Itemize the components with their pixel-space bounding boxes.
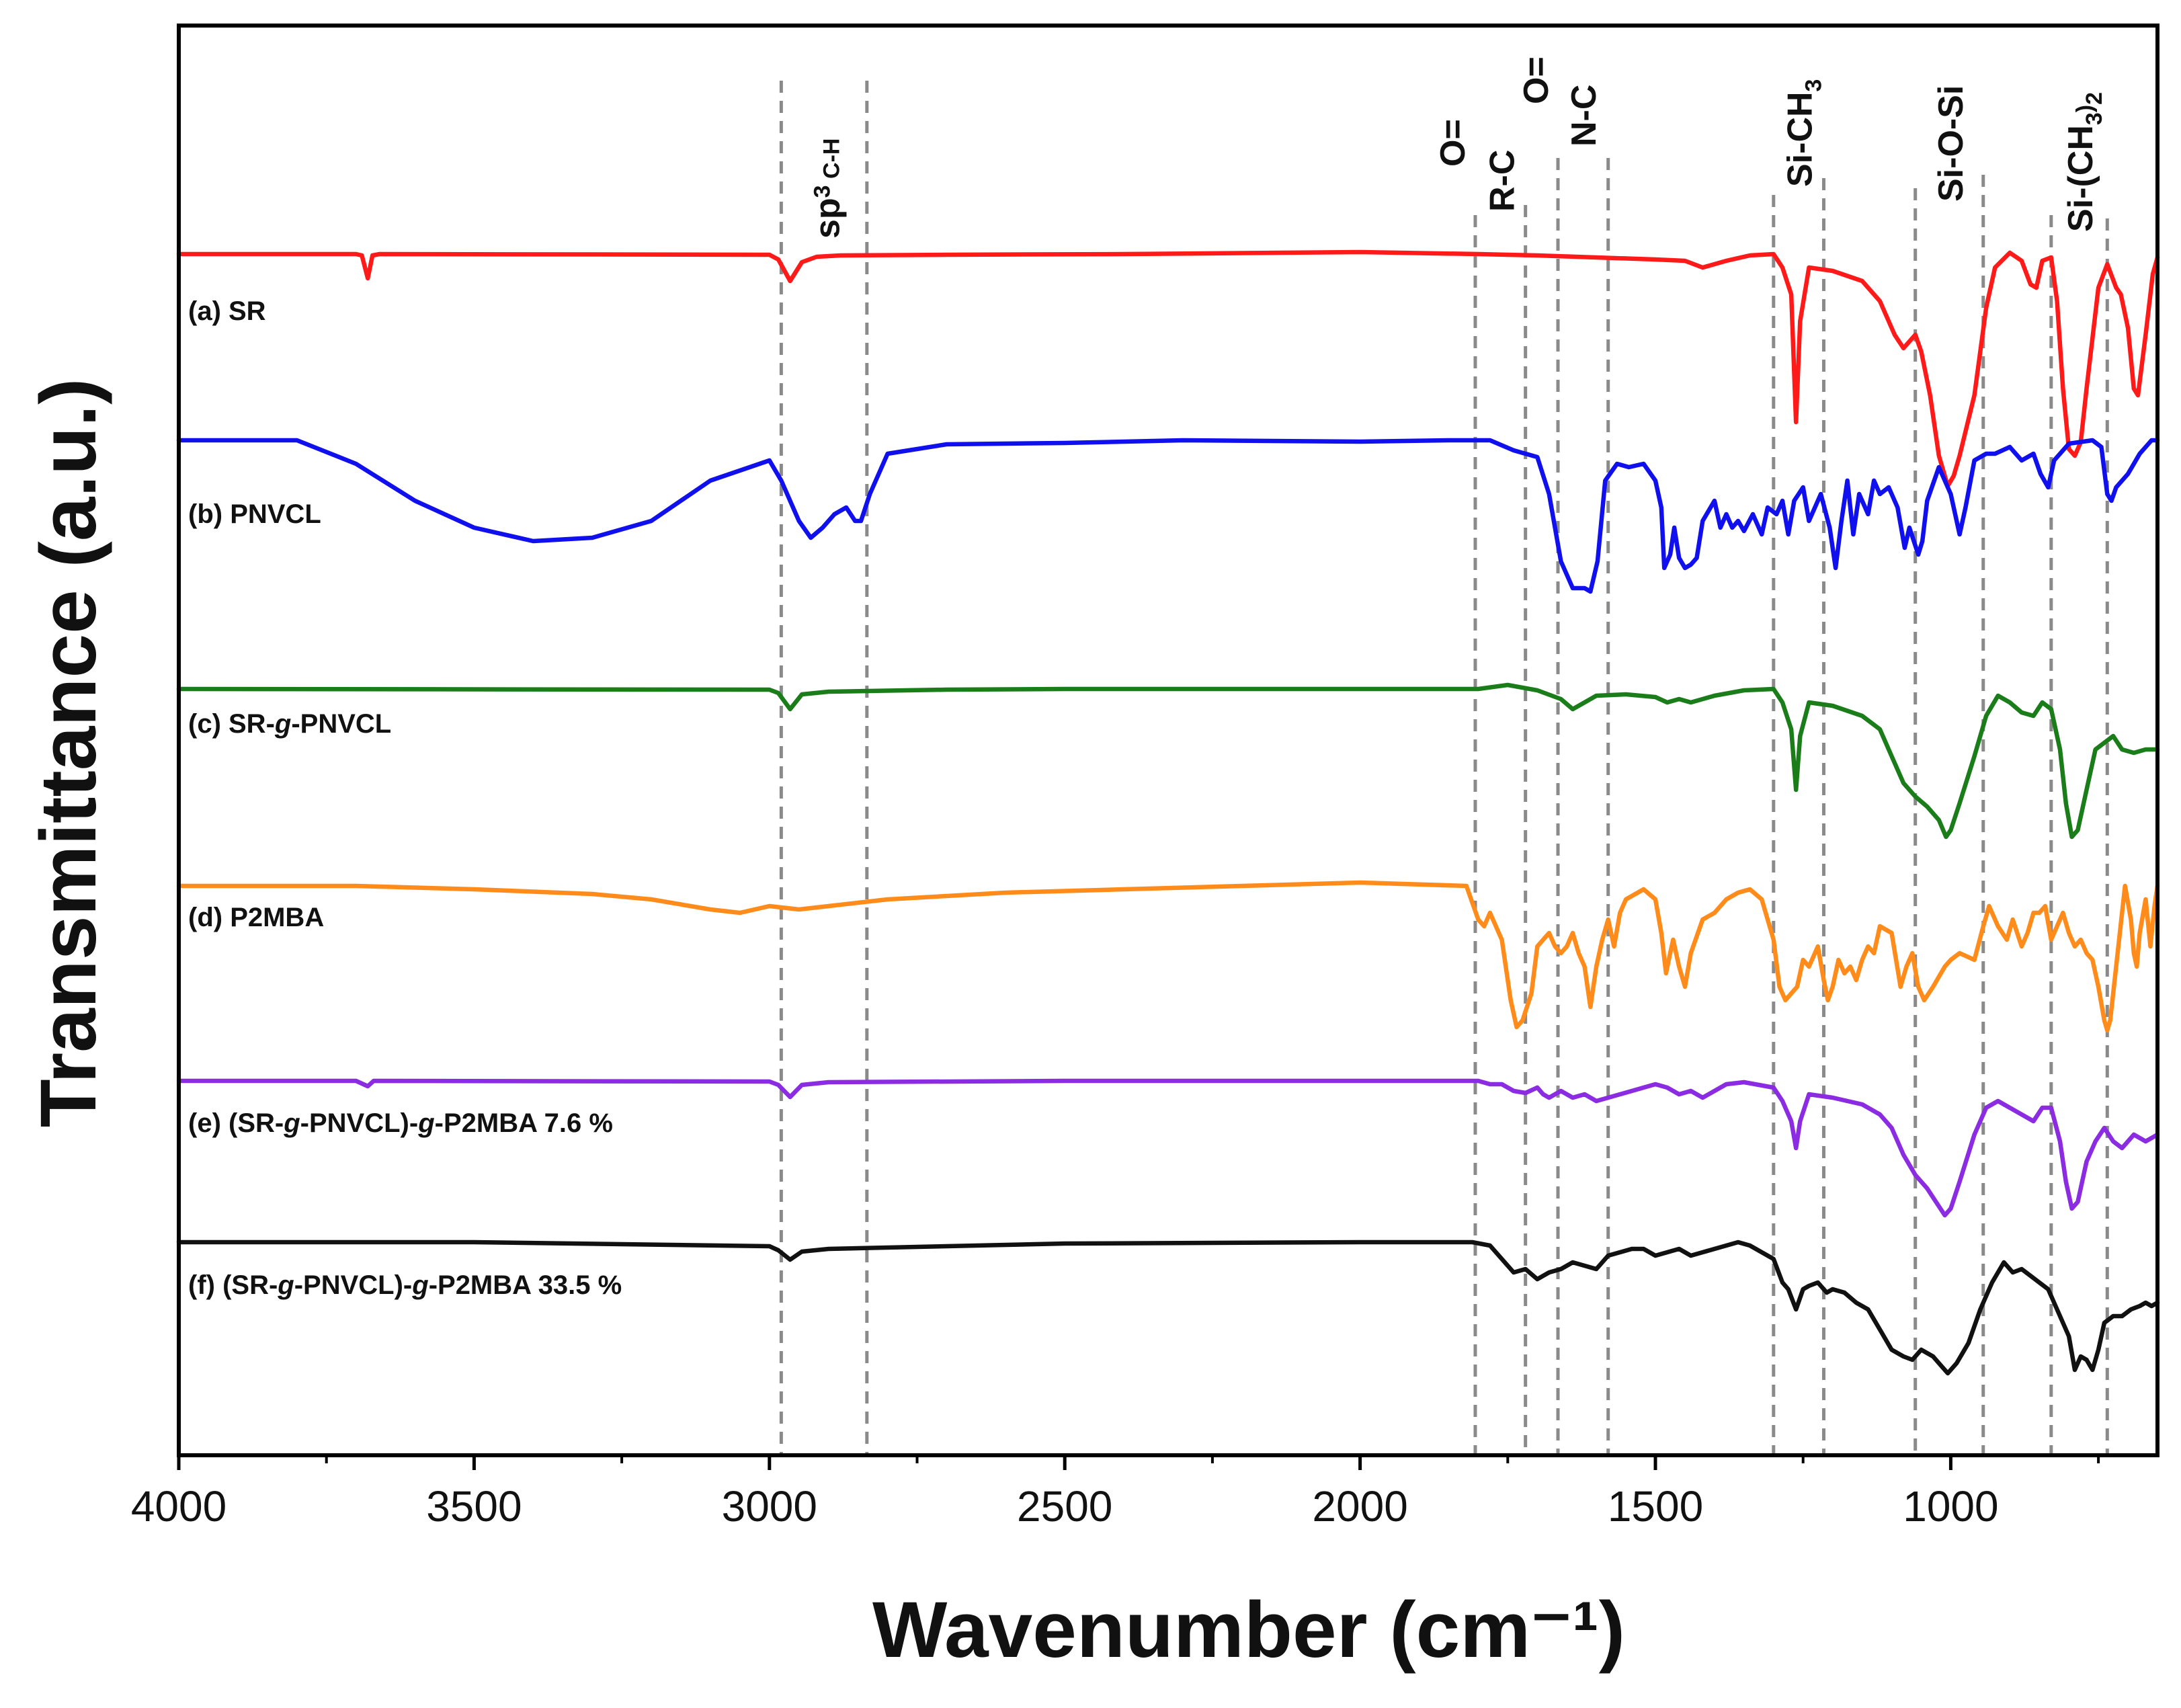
y-axis-title: Transmittance (a.u.) — [24, 378, 113, 1128]
band-label-sp3: sp3 C-H — [808, 138, 847, 239]
spectra — [176, 249, 2160, 1376]
reference-lines — [779, 81, 2109, 1455]
band-label-rc: R-C — [1483, 150, 1522, 212]
series-label-e: (e) (SR-g-PNVCL)-g-P2MBA 7.6 % — [188, 1108, 613, 1138]
plot-frame — [177, 24, 2159, 1457]
series-label-c: (c) SR-g-PNVCL — [188, 709, 391, 739]
x-tick-label: 2000 — [1312, 1482, 1407, 1531]
band-label-sioSi: Si-O-Si — [1932, 85, 1971, 202]
band-label-sich3: Si-CH3 — [1781, 79, 1827, 187]
x-tick-label: 1500 — [1608, 1482, 1703, 1531]
series-label-d: (d) P2MBA — [188, 903, 324, 932]
x-tick-label: 1000 — [1903, 1482, 1998, 1531]
x-axis-title: Wavenumber (cm⁻¹) — [872, 1586, 1625, 1674]
series-line-d — [176, 880, 2160, 1033]
x-axis-ticks: 4000 3500 3000 2500 2000 1500 1000 — [131, 1455, 2100, 1531]
series-label-f: (f) (SR-g-PNVCL)-g-P2MBA 33.5 % — [188, 1270, 622, 1300]
series-line-e — [176, 1078, 2160, 1218]
series-label-a: (a) SR — [188, 296, 266, 326]
x-tick-label: 2500 — [1017, 1482, 1112, 1531]
series-labels: (a) SR (b) PNVCL (c) SR-g-PNVCL (d) P2MBA (e… — [188, 296, 622, 1300]
series-line-c — [176, 682, 2160, 840]
band-label-nc: N-C — [1565, 85, 1604, 147]
series-line-b — [176, 438, 2160, 594]
band-label-nc-o: O= — [1517, 56, 1556, 104]
band-labels: sp3 C-H O=R-CO=N-C Si-CH3 Si-O-Si Si-(CH3)2 — [808, 56, 2107, 239]
x-tick-label: 4000 — [131, 1482, 227, 1531]
x-tick-label: 3000 — [722, 1482, 817, 1531]
band-label-sich32: Si-(CH3)2 — [2061, 92, 2107, 232]
series-label-b: (b) PNVCL — [188, 499, 321, 529]
series-line-f — [176, 1239, 2160, 1376]
x-tick-label: 3500 — [426, 1482, 522, 1531]
band-label-rc-o: O= — [1434, 119, 1473, 167]
series-line-a — [176, 249, 2160, 489]
